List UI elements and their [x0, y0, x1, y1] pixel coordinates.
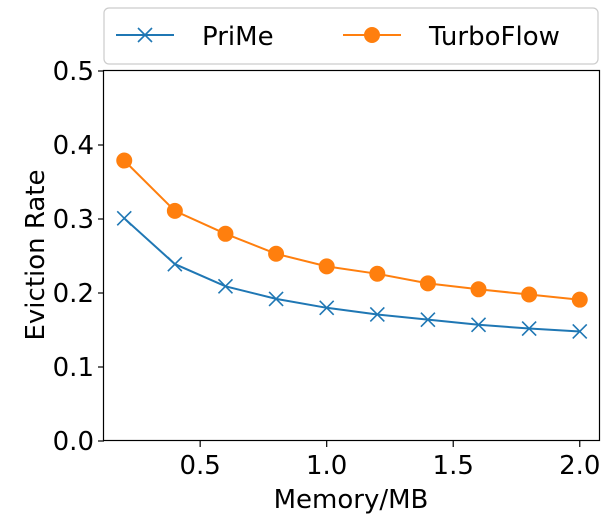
x-tick-label: 2.0 [559, 451, 600, 481]
legend-item-prime: PriMe [116, 22, 274, 52]
data-point-circle-marker [268, 245, 285, 262]
series-prime [116, 210, 588, 340]
data-point-x-marker [319, 300, 335, 316]
data-point-circle-marker [369, 265, 386, 282]
y-tick-label: 0.5 [53, 57, 94, 87]
data-point-circle-marker [116, 152, 133, 169]
data-point-x-marker [521, 320, 537, 337]
y-tick-label: 0.3 [53, 205, 94, 235]
y-tick-label: 0.0 [53, 427, 94, 457]
legend: PriMe TurboFlow [103, 7, 599, 65]
data-point-x-marker [268, 291, 284, 307]
data-point-circle-marker [318, 258, 335, 275]
data-point-circle-marker [521, 286, 538, 303]
data-point-x-marker [470, 317, 487, 333]
y-tick-label: 0.1 [53, 353, 94, 383]
data-point-x-marker [137, 27, 153, 43]
x-tick-label: 1.5 [433, 451, 474, 481]
data-point-x-marker [420, 312, 436, 328]
x-tick-label: 1.0 [306, 451, 347, 481]
series-line [123, 217, 580, 333]
y-axis-label: Eviction Rate [21, 169, 51, 340]
legend-label: PriMe [202, 22, 274, 52]
data-point-x-marker [116, 210, 132, 226]
x-tick-label: 0.5 [179, 451, 220, 481]
x-axis-label: Memory/MB [274, 485, 429, 515]
y-tick-label: 0.4 [53, 131, 94, 161]
data-point-circle-marker [166, 202, 183, 219]
data-point-circle-marker [419, 275, 436, 292]
series-line [123, 159, 580, 301]
data-point-x-marker [217, 278, 234, 294]
legend-item-turboflow: TurboFlow [343, 22, 560, 52]
y-tick-label: 0.2 [53, 279, 94, 309]
series-turboflow [116, 152, 588, 308]
data-point-x-marker [167, 256, 183, 272]
data-point-circle-marker [217, 225, 234, 242]
data-point-x-marker [572, 323, 588, 340]
legend-label: TurboFlow [428, 22, 560, 52]
data-point-circle-marker [571, 291, 588, 308]
plot-frame [102, 69, 601, 442]
data-point-circle-marker [470, 281, 487, 298]
data-point-circle-marker [364, 27, 380, 43]
data-point-x-marker [369, 306, 385, 323]
